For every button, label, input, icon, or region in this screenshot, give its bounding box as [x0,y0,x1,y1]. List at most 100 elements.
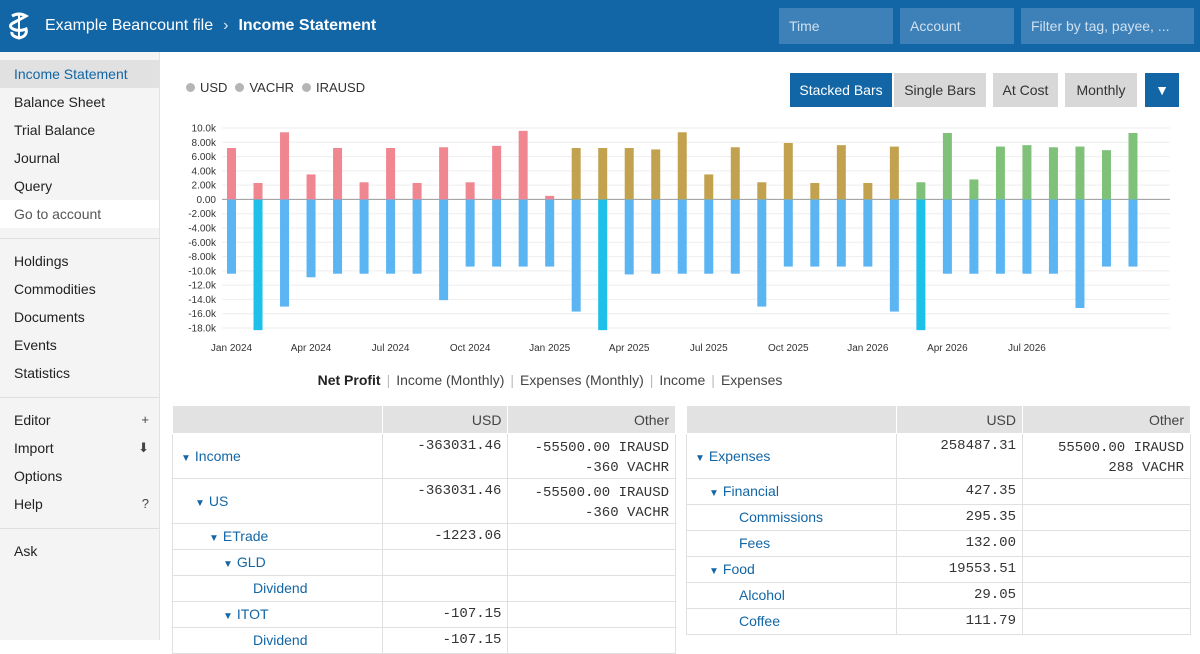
at-cost-button[interactable]: At Cost [993,73,1058,107]
other-cell [507,523,676,550]
tag-payee-filter-input[interactable]: Filter by tag, payee, ... [1021,8,1194,44]
y-tick-label: -18.0k [188,324,217,335]
sidebar-item-commodities[interactable]: Commodities [0,275,159,303]
account-filter-input[interactable]: Account [900,8,1014,44]
single-bars-button[interactable]: Single Bars [894,73,986,107]
column-header[interactable]: Other [1022,405,1191,434]
legend-item-irausd[interactable]: IRAUSD [302,80,365,95]
expense-bar [227,199,236,274]
tab-net-profit[interactable]: Net Profit [317,372,381,388]
monthly-button[interactable]: Monthly [1065,73,1137,107]
sidebar-item-journal[interactable]: Journal [0,144,159,172]
help-icon: ? [141,496,149,511]
account-cell: Alcohol [686,582,897,609]
expense-bar [492,199,502,267]
account-link[interactable]: US [208,493,229,509]
account-link[interactable]: Income [194,448,241,464]
account-link[interactable]: Food [722,561,755,577]
tab-income[interactable]: Income [659,372,706,388]
legend-label: USD [200,80,228,95]
legend-item-vachr[interactable]: VACHR [235,80,294,95]
expense-bar [730,199,740,274]
sidebar-item-label: Trial Balance [14,122,96,138]
tab-expenses[interactable]: Expenses [720,372,783,388]
account-link[interactable]: Commissions [739,509,824,525]
income-bar [651,149,661,200]
account-link[interactable]: GLD [236,554,266,570]
collapse-toggle-icon[interactable]: ▼ [695,453,705,464]
account-link[interactable]: Dividend [253,580,308,596]
sidebar-item-balance-sheet[interactable]: Balance Sheet [0,88,159,116]
other-amount: -55500.00 IRAUSD [534,440,669,456]
other-cell [1022,530,1191,557]
account-link[interactable]: Fees [739,535,771,551]
expense-bar [518,199,528,267]
sidebar-item-import[interactable]: Import ⬇ [0,434,159,462]
expense-bar [439,199,449,301]
other-amount: 55500.00 IRAUSD [1057,440,1184,456]
usd-cell: 295.35 [896,504,1023,531]
income-bar [571,148,581,200]
collapse-toggle-icon[interactable]: ▼ [223,559,233,570]
sidebar-item-trial-balance[interactable]: Trial Balance [0,116,159,144]
income-bar [492,145,502,200]
account-link[interactable]: ETrade [222,528,269,544]
sidebar-item-ask[interactable]: Ask [0,537,159,565]
tab-income-monthly[interactable]: Income (Monthly) [396,372,505,388]
collapse-toggle-icon[interactable]: ▼ [709,566,719,577]
sidebar-item-events[interactable]: Events [0,331,159,359]
collapse-toggle-icon[interactable]: ▼ [181,453,191,464]
income-bar [1101,150,1111,200]
account-link[interactable]: ITOT [236,606,269,622]
tab-expenses-monthly[interactable]: Expenses (Monthly) [520,372,644,388]
sidebar-item-documents[interactable]: Documents [0,303,159,331]
column-header[interactable]: USD [896,405,1023,434]
collapse-toggle-icon[interactable]: ▼ [223,611,233,622]
beancount-logo-icon[interactable] [6,12,32,40]
account-cell: ▼ ITOT [172,601,383,628]
chart-menu-dropdown-icon[interactable]: ▼ [1145,73,1179,107]
sidebar-item-label: Ask [14,543,38,559]
stacked-bars-button[interactable]: Stacked Bars [790,73,892,107]
account-link[interactable]: Dividend [253,632,308,648]
expense-bar [916,199,926,331]
usd-cell: 111.79 [896,608,1023,635]
collapse-toggle-icon[interactable]: ▼ [709,488,719,499]
column-header[interactable]: USD [381,405,509,434]
x-tick-label: Jul 2026 [1008,343,1046,354]
legend-label: IRAUSD [316,80,366,95]
sidebar-item-holdings[interactable]: Holdings [0,247,159,275]
expense-bar [412,199,422,274]
account-link[interactable]: Alcohol [739,587,785,603]
y-tick-label: 6.00k [192,152,217,163]
account-link[interactable]: Expenses [708,448,771,464]
income-bar [1022,145,1032,200]
legend-dot [186,83,195,92]
account-link[interactable]: Financial [722,483,779,499]
sidebar-item-income-statement[interactable]: Income Statement [0,60,159,88]
income-bar [942,133,952,200]
time-filter-input[interactable]: Time [779,8,893,44]
collapse-toggle-icon[interactable]: ▼ [209,533,219,544]
table-header-row: USD Other [686,405,1191,434]
account-link[interactable]: Coffee [739,613,780,629]
other-cell: -55500.00 IRAUSD -360 VACHR [507,478,676,524]
other-cell [507,627,676,654]
sidebar-item-help[interactable]: Help? [0,490,159,518]
table-row: Alcohol 29.05 [686,582,1191,609]
legend-item-usd[interactable]: USD [186,80,227,95]
y-tick-label: 2.00k [192,181,217,192]
expense-bar [280,199,290,307]
expense-bar [333,199,343,274]
income-bar [545,195,555,200]
breadcrumb-separator: › [223,17,229,34]
collapse-toggle-icon[interactable]: ▼ [195,498,205,509]
sidebar-item-options[interactable]: Options [0,462,159,490]
sidebar-item-statistics[interactable]: Statistics [0,359,159,387]
sidebar-item-go-to-account[interactable]: Go to account [0,200,159,228]
file-title[interactable]: Example Beancount file [45,17,214,34]
column-header[interactable]: Other [507,405,676,434]
sidebar-item-editor[interactable]: Editor + [0,406,159,434]
sidebar-item-query[interactable]: Query [0,172,159,200]
other-cell: -55500.00 IRAUSD -360 VACHR [507,433,676,479]
